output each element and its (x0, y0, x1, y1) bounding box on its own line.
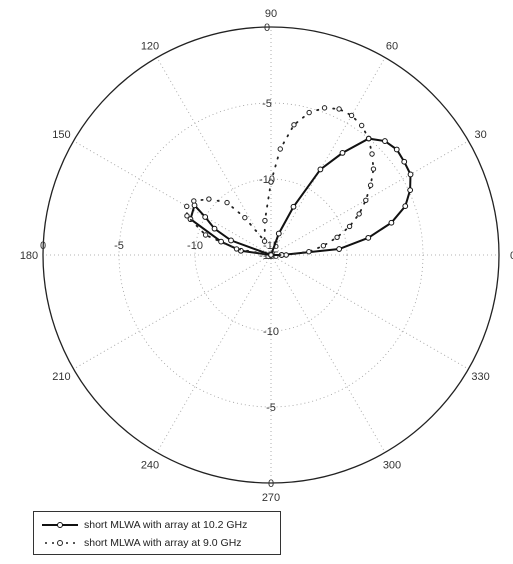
series-point-1 (261, 238, 268, 244)
angle-tick-label: 270 (262, 492, 280, 504)
series-point-1 (233, 246, 240, 252)
angle-tick-label: 240 (141, 460, 159, 472)
series-point-1 (321, 105, 328, 111)
series-point-1 (191, 198, 197, 204)
polar-chart: 0306090120150180210240270300330-15-10-50… (20, 8, 513, 504)
series-point-1 (291, 122, 297, 128)
series-point-0 (211, 225, 218, 232)
legend-label: short MLWA with array at 10.2 GHz (84, 519, 248, 531)
series-point-1 (320, 243, 327, 249)
angle-tick-label: 90 (265, 8, 277, 20)
series-point-1 (358, 122, 365, 129)
legend: short MLWA with array at 10.2 GHz short … (33, 511, 281, 555)
series-point-1 (370, 166, 377, 172)
angle-tick-label: 210 (52, 371, 70, 383)
series-point-1 (369, 151, 375, 157)
series-point-1 (206, 196, 212, 202)
series-point-1 (268, 252, 274, 258)
series-point-0 (388, 219, 395, 226)
radial-tick-label: -10 (263, 326, 279, 338)
series-point-1 (268, 179, 274, 185)
series-point-1 (242, 214, 248, 221)
grid-spoke (270, 254, 469, 370)
radial-tick-label: 0 (264, 22, 270, 34)
polar-grid (42, 26, 500, 484)
grid-spoke (73, 140, 272, 256)
radial-tick-label: -10 (187, 240, 203, 252)
series-point-1 (184, 213, 190, 219)
series-point-0 (202, 214, 209, 220)
series-point-1 (306, 248, 312, 255)
legend-entry-9-0ghz: short MLWA with array at 9.0 GHz (40, 534, 242, 552)
series-line-0 (189, 137, 412, 257)
radial-tick-label: 0 (268, 478, 274, 490)
angle-tick-label: 0 (510, 250, 513, 262)
series-point-0 (218, 238, 224, 245)
series-point-0 (401, 158, 408, 165)
legend-symbol-dotted (45, 540, 75, 546)
outer-ring (42, 26, 500, 484)
legend-symbol-solid (42, 522, 78, 528)
series-point-1 (224, 199, 230, 206)
series-point-0 (317, 166, 324, 173)
radial-tick-label: -5 (266, 402, 276, 414)
series-point-1 (363, 197, 369, 203)
radial-tick-label: 0 (40, 240, 46, 252)
series-point-1 (306, 109, 312, 116)
radial-tick-label: -5 (262, 98, 272, 110)
series-point-1 (367, 182, 374, 188)
series-point-1 (336, 106, 342, 112)
legend-entry-10-2ghz: short MLWA with array at 10.2 GHz (40, 516, 247, 534)
angle-tick-label: 180 (20, 250, 38, 262)
series-point-0 (336, 246, 343, 252)
grid-spoke (270, 57, 386, 256)
series-point-1 (202, 232, 209, 238)
grid-spoke (270, 254, 386, 453)
series-point-0 (228, 237, 234, 244)
data-series (184, 105, 414, 258)
angle-tick-label: 60 (386, 40, 398, 52)
series-point-0 (191, 202, 198, 209)
series-point-1 (184, 203, 190, 210)
series-point-1 (277, 146, 283, 152)
series-point-1 (346, 223, 353, 230)
grid-spoke (73, 254, 272, 370)
series-point-0 (365, 234, 372, 241)
angle-tick-label: 300 (383, 460, 401, 472)
series-point-1 (348, 112, 355, 119)
series-point-0 (339, 150, 346, 156)
series-point-0 (290, 203, 297, 210)
series-point-1 (366, 135, 372, 142)
angle-tick-label: 120 (141, 40, 159, 52)
angle-tick-label: 30 (474, 129, 486, 141)
angle-tick-label: 330 (471, 371, 489, 383)
series-point-0 (382, 138, 388, 144)
grid-spoke (156, 57, 272, 256)
legend-label: short MLWA with array at 9.0 GHz (84, 537, 242, 549)
series-point-1 (283, 252, 289, 258)
series-point-0 (407, 171, 414, 178)
series-point-0 (407, 187, 414, 194)
angle-tick-label: 150 (52, 129, 70, 141)
radial-tick-label: -5 (114, 240, 124, 252)
grid-spoke (156, 254, 272, 453)
series-point-1 (356, 211, 362, 217)
series-point-0 (402, 203, 409, 210)
series-point-1 (334, 234, 340, 240)
series-point-1 (262, 217, 268, 224)
tick-labels: 0306090120150180210240270300330-15-10-50… (20, 8, 513, 504)
series-point-0 (275, 230, 282, 237)
series-point-0 (393, 146, 400, 153)
